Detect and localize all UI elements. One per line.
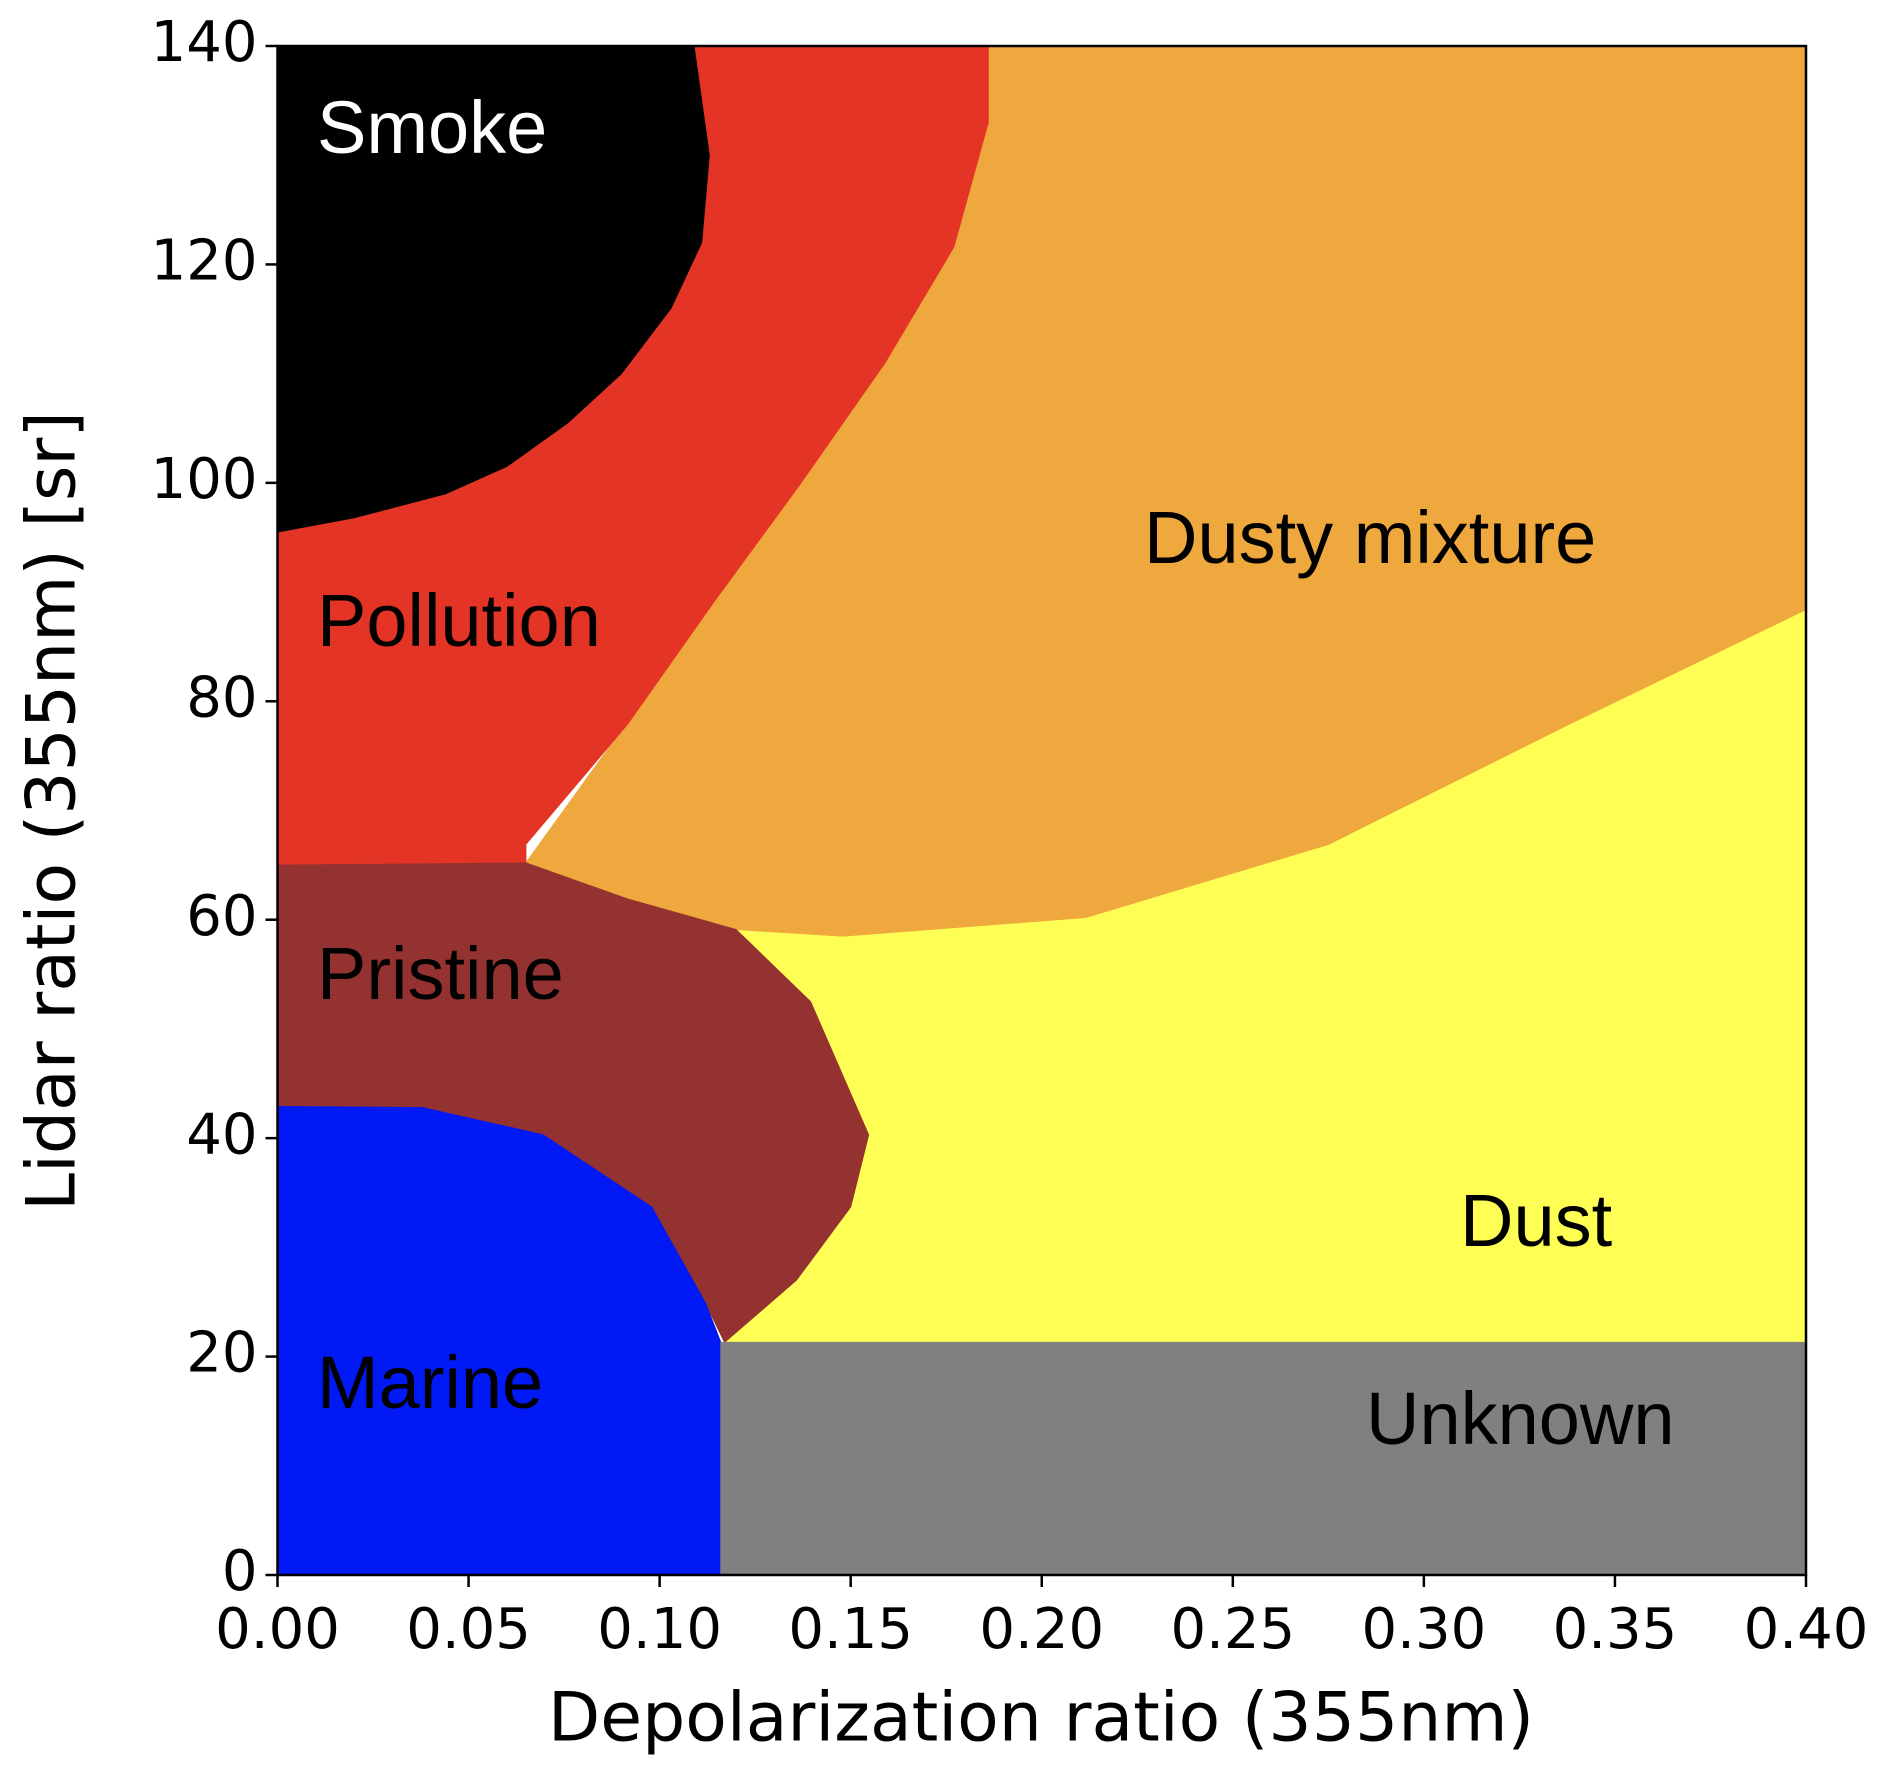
y-tick-label: 140 [151, 10, 258, 75]
region-label: Dust [1460, 1179, 1613, 1262]
y-tick-label: 80 [186, 665, 257, 730]
region-label: Marine [317, 1341, 543, 1424]
region-label: Dusty mixture [1144, 496, 1596, 579]
y-tick-label: 100 [151, 447, 258, 512]
region-label: Pollution [317, 579, 601, 662]
y-tick-label: 120 [151, 229, 258, 294]
y-tick-label: 20 [186, 1321, 257, 1386]
plot-area [277, 45, 1807, 1576]
x-tick-label: 0.05 [406, 1597, 531, 1662]
x-tick-label: 0.25 [1170, 1597, 1295, 1662]
region [277, 45, 710, 533]
x-tick-label: 0.15 [788, 1597, 913, 1662]
x-tick-label: 0.00 [215, 1597, 340, 1662]
x-tick-label: 0.40 [1744, 1597, 1869, 1662]
y-tick-label: 40 [186, 1102, 257, 1167]
y-tick-label: 60 [186, 884, 257, 949]
region-label: Smoke [317, 86, 547, 169]
x-tick-label: 0.20 [979, 1597, 1104, 1662]
y-axis-label: Lidar ratio (355nm) [sr] [13, 411, 92, 1211]
x-tick-label: 0.35 [1553, 1597, 1678, 1662]
x-axis-label: Depolarization ratio (355nm) [548, 1679, 1534, 1758]
y-tick-label: 0 [222, 1539, 258, 1604]
x-tick-label: 0.30 [1362, 1597, 1487, 1662]
x-tick-label: 0.10 [597, 1597, 722, 1662]
region-label: Pristine [317, 932, 564, 1015]
region-label: Unknown [1366, 1377, 1675, 1460]
